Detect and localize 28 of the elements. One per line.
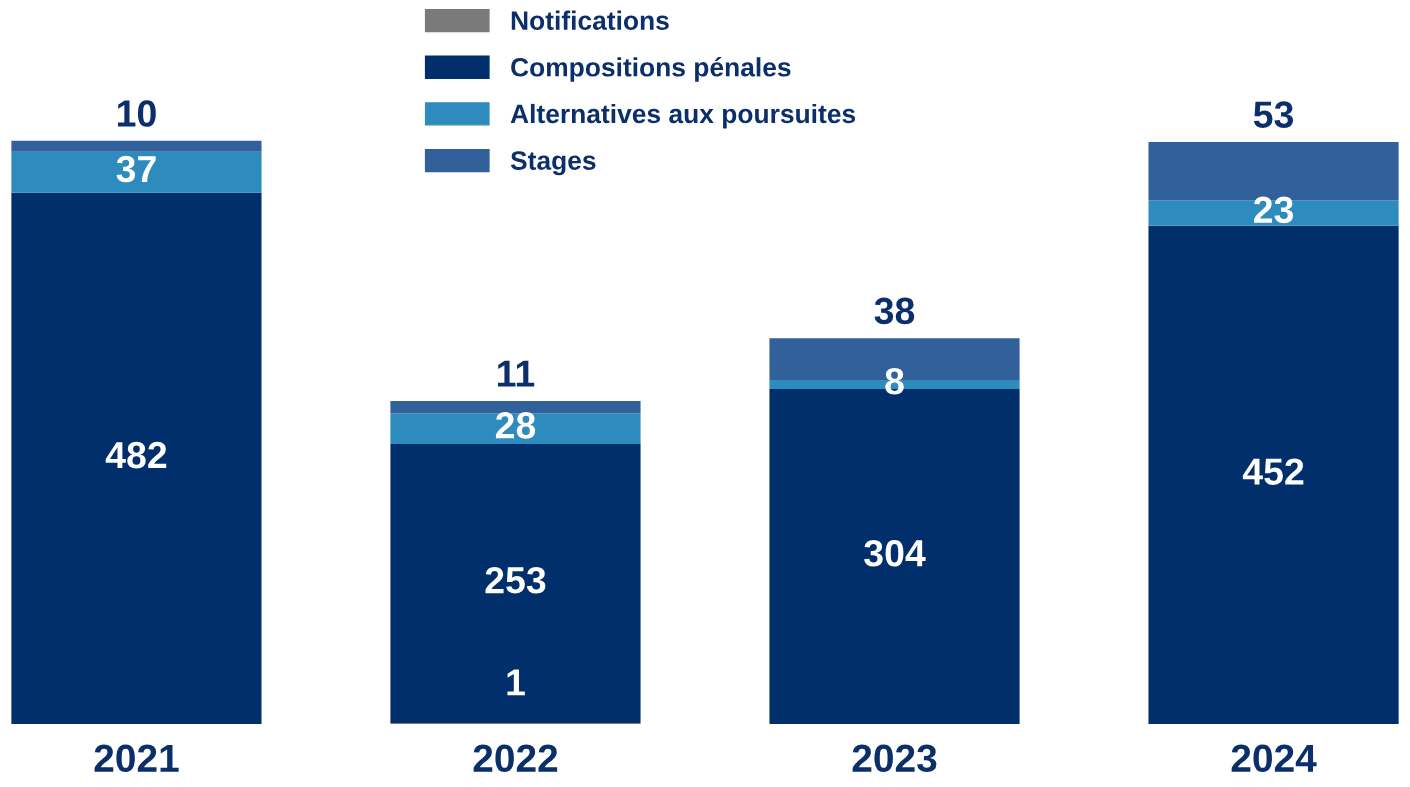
bar — [1148, 225, 1399, 725]
x-tick-label: 2021 — [94, 744, 179, 773]
bar — [390, 413, 641, 444]
data-label: 8 — [885, 367, 904, 395]
x-tick-label: 2023 — [852, 744, 937, 773]
bar — [11, 140, 262, 152]
data-label: 1 — [507, 669, 525, 696]
data-label: 53 — [1253, 101, 1294, 128]
data-label: 11 — [498, 360, 535, 387]
legend-label: Compositions pénales — [511, 57, 791, 82]
bar — [390, 444, 641, 723]
data-label: 10 — [117, 100, 156, 127]
data-label: 23 — [1254, 196, 1294, 224]
bar — [390, 401, 641, 414]
data-label: 37 — [116, 155, 156, 183]
data-label: 452 — [1242, 458, 1304, 485]
data-label: 253 — [485, 566, 546, 594]
legend-label: Stages — [510, 151, 596, 176]
bar — [11, 151, 262, 193]
x-tick-label: 2024 — [1231, 744, 1317, 773]
bar — [11, 192, 262, 725]
legend-label: Notifications — [511, 10, 669, 30]
legend-label: Alternatives aux poursuites — [510, 103, 856, 129]
data-label: 304 — [864, 539, 926, 567]
data-label: 482 — [105, 441, 167, 469]
x-tick-label: 2022 — [473, 744, 558, 773]
data-label: 28 — [495, 412, 536, 439]
data-label: 38 — [874, 297, 915, 325]
